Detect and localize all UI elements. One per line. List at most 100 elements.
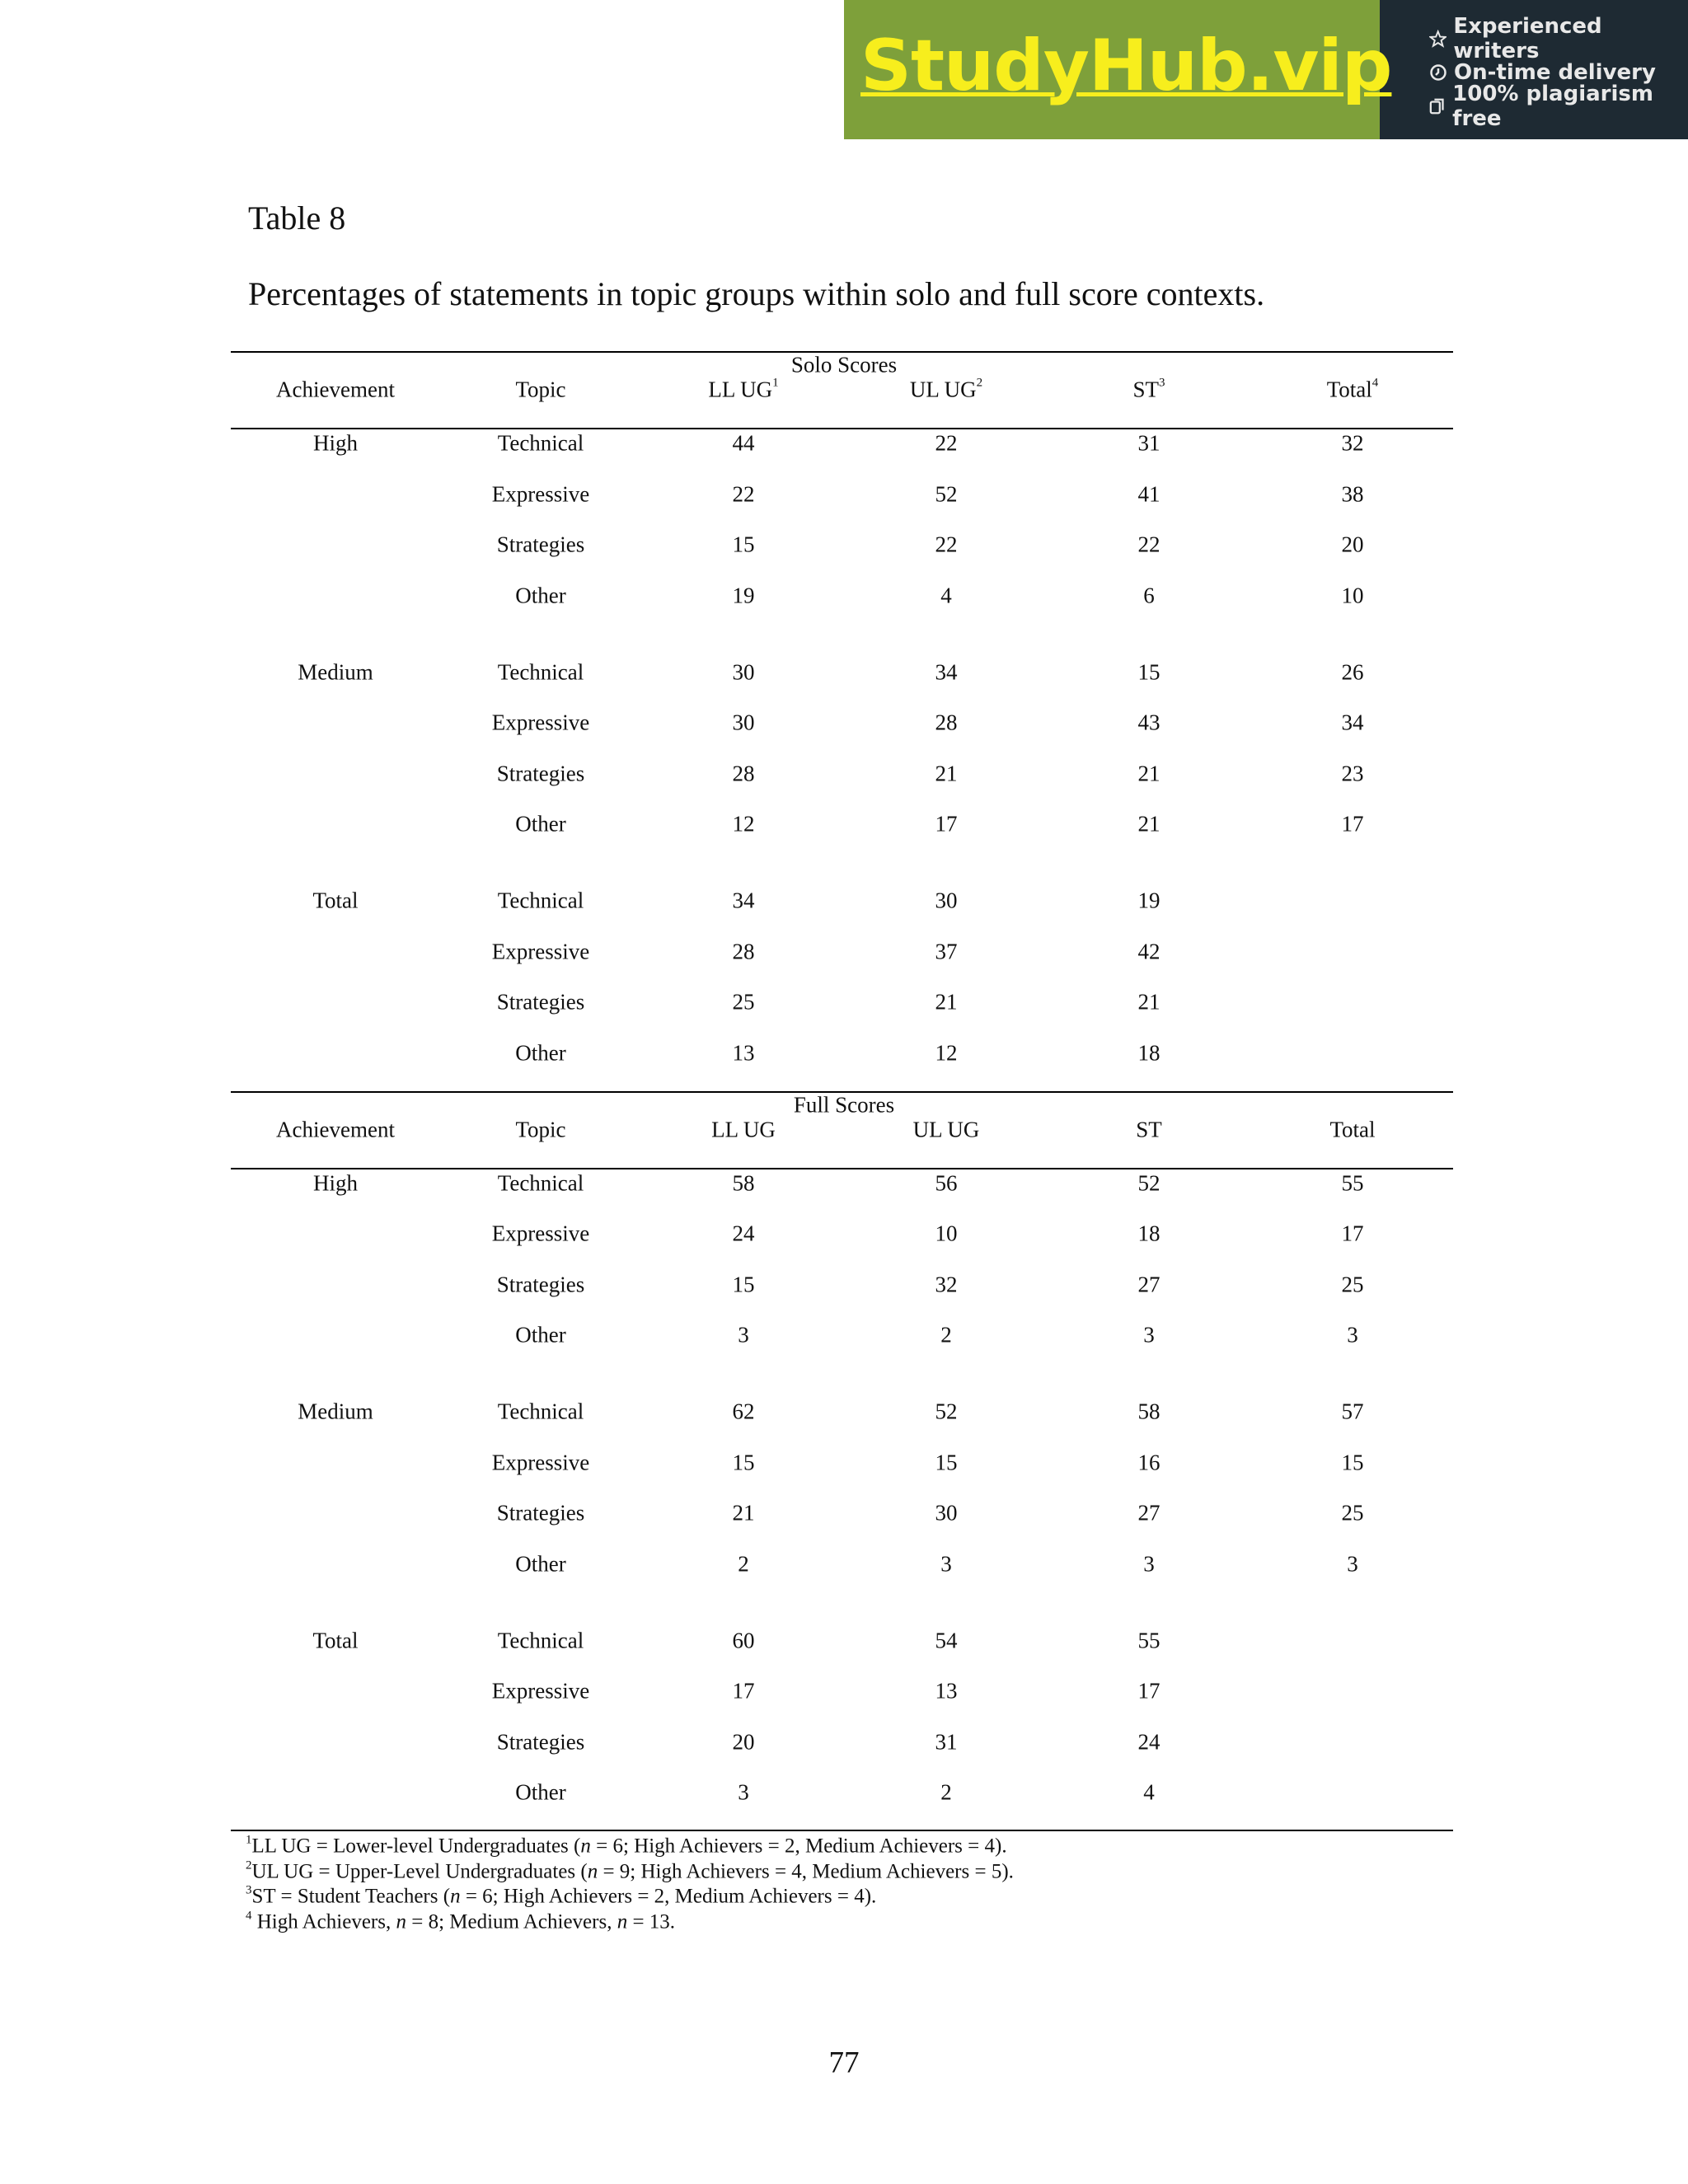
- cell-value: 31: [1137, 430, 1160, 456]
- cell-value: 62: [732, 1399, 755, 1424]
- column-header: LL UG1: [708, 377, 778, 401]
- cell-value: 17: [935, 811, 958, 837]
- cell-value: 22: [732, 481, 755, 506]
- star-icon: [1429, 29, 1447, 48]
- cell-value: 22: [935, 430, 958, 456]
- rule: [231, 428, 1453, 429]
- achievement-label: Medium: [298, 659, 373, 684]
- cell-value: 55: [1341, 1170, 1364, 1195]
- cell-value: 44: [732, 430, 755, 456]
- cell-value: 17: [1341, 1221, 1364, 1246]
- table-label: Table 8: [248, 199, 346, 237]
- cell-value: 34: [732, 888, 755, 913]
- table-caption: Percentages of statements in topic group…: [248, 275, 1265, 312]
- topic-label: Technical: [497, 888, 584, 913]
- brand[interactable]: StudyHub.vip: [860, 25, 1392, 107]
- footnote-text: = 8; Medium Achievers,: [406, 1910, 617, 1933]
- cell-value: 30: [732, 710, 755, 735]
- copy-icon: [1429, 98, 1444, 114]
- footnote-text: = 9; High Achievers = 4, Medium Achiever…: [598, 1860, 1014, 1882]
- cell-value: 19: [732, 583, 755, 607]
- cell-value: 25: [1341, 1500, 1364, 1526]
- cell-value: 43: [1137, 710, 1160, 735]
- cell-value: 20: [732, 1729, 755, 1754]
- cell-value: 25: [732, 989, 755, 1015]
- cell-value: 21: [935, 761, 958, 785]
- cell-value: 34: [1341, 710, 1364, 735]
- cell-value: 58: [732, 1170, 755, 1195]
- cell-value: 42: [1137, 939, 1160, 963]
- column-header: Topic: [515, 377, 566, 402]
- cell-value: 3: [738, 1322, 749, 1347]
- topic-label: Technical: [497, 1628, 584, 1652]
- cell-value: 13: [935, 1678, 958, 1704]
- feature-text: Experienced writers: [1453, 13, 1602, 63]
- cell-value: 19: [1137, 888, 1160, 913]
- footnote-text: ST = Student Teachers (: [251, 1885, 451, 1908]
- cell-value: 16: [1137, 1450, 1160, 1474]
- cell-value: 27: [1137, 1272, 1160, 1296]
- achievement-label: High: [313, 430, 358, 456]
- cell-value: 32: [935, 1272, 958, 1296]
- footnote-marker: 2: [246, 1858, 252, 1872]
- footnote-text: = 6; High Achievers = 2, Medium Achiever…: [460, 1885, 877, 1908]
- topic-label: Expressive: [491, 1678, 590, 1704]
- footnote-text: UL UG = Upper-Level Undergraduates (: [251, 1860, 588, 1882]
- cell-value: 12: [732, 811, 755, 837]
- cell-value: 21: [732, 1500, 755, 1526]
- cell-value: 15: [1341, 1450, 1364, 1474]
- cell-value: 32: [1341, 430, 1364, 456]
- topic-label: Other: [515, 1040, 566, 1065]
- column-header: Total4: [1327, 377, 1379, 401]
- header-text: ST: [1132, 377, 1160, 402]
- column-header: Total: [1329, 1117, 1376, 1141]
- column-header: UL UG2: [909, 377, 982, 402]
- column-header: UL UG: [912, 1117, 980, 1141]
- topic-label: Expressive: [491, 481, 590, 506]
- cell-value: 30: [935, 888, 958, 913]
- banner[interactable]: StudyHub.vip Experienced writers On-time…: [844, 0, 1688, 139]
- section-title: Solo Scores: [790, 352, 898, 377]
- cell-value: 54: [935, 1628, 958, 1652]
- cell-value: 3: [738, 1779, 749, 1805]
- cell-value: 60: [732, 1628, 755, 1652]
- cell-value: 55: [1137, 1628, 1160, 1652]
- cell-value: 13: [732, 1040, 755, 1065]
- cell-value: 24: [1137, 1729, 1160, 1754]
- cell-value: 24: [732, 1221, 755, 1246]
- cell-value: 2: [940, 1322, 952, 1347]
- header-text: UL UG: [909, 377, 977, 402]
- achievement-label: Medium: [298, 1399, 373, 1424]
- column-header: Topic: [515, 1117, 566, 1141]
- topic-label: Strategies: [496, 1272, 585, 1296]
- footnote-text: n: [396, 1910, 406, 1933]
- rule: [231, 351, 1453, 353]
- column-header: Achievement: [276, 377, 395, 402]
- cell-value: 21: [1137, 811, 1160, 837]
- cell-value: 52: [935, 1399, 958, 1424]
- topic-label: Expressive: [491, 710, 590, 735]
- footnote: 1LL UG = Lower-level Undergraduates (n =…: [246, 1834, 1007, 1858]
- achievement-label: High: [313, 1170, 358, 1195]
- cell-value: 56: [935, 1170, 958, 1195]
- topic-label: Strategies: [496, 989, 585, 1015]
- topic-label: Other: [515, 811, 566, 837]
- topic-label: Strategies: [496, 532, 585, 557]
- cell-value: 57: [1341, 1399, 1364, 1424]
- cell-value: 37: [935, 939, 958, 963]
- cell-value: 21: [1137, 761, 1160, 785]
- footnote-text: = 6; High Achievers = 2, Medium Achiever…: [590, 1835, 1007, 1858]
- cell-value: 18: [1137, 1221, 1160, 1246]
- rule: [231, 1830, 1453, 1831]
- cell-value: 10: [1341, 583, 1364, 607]
- cell-value: 15: [1137, 659, 1160, 684]
- cell-value: 6: [1143, 583, 1155, 607]
- topic-label: Expressive: [491, 939, 590, 963]
- footnote: 3ST = Student Teachers (n = 6; High Achi…: [246, 1884, 877, 1908]
- clock-icon: [1430, 63, 1447, 81]
- footnote: 4 High Achievers, n = 8; Medium Achiever…: [246, 1910, 675, 1933]
- footnote-text: High Achievers,: [251, 1910, 396, 1933]
- cell-value: 2: [738, 1551, 749, 1576]
- topic-label: Other: [515, 1322, 566, 1347]
- feature-text: 100% plagiarism free: [1452, 81, 1653, 131]
